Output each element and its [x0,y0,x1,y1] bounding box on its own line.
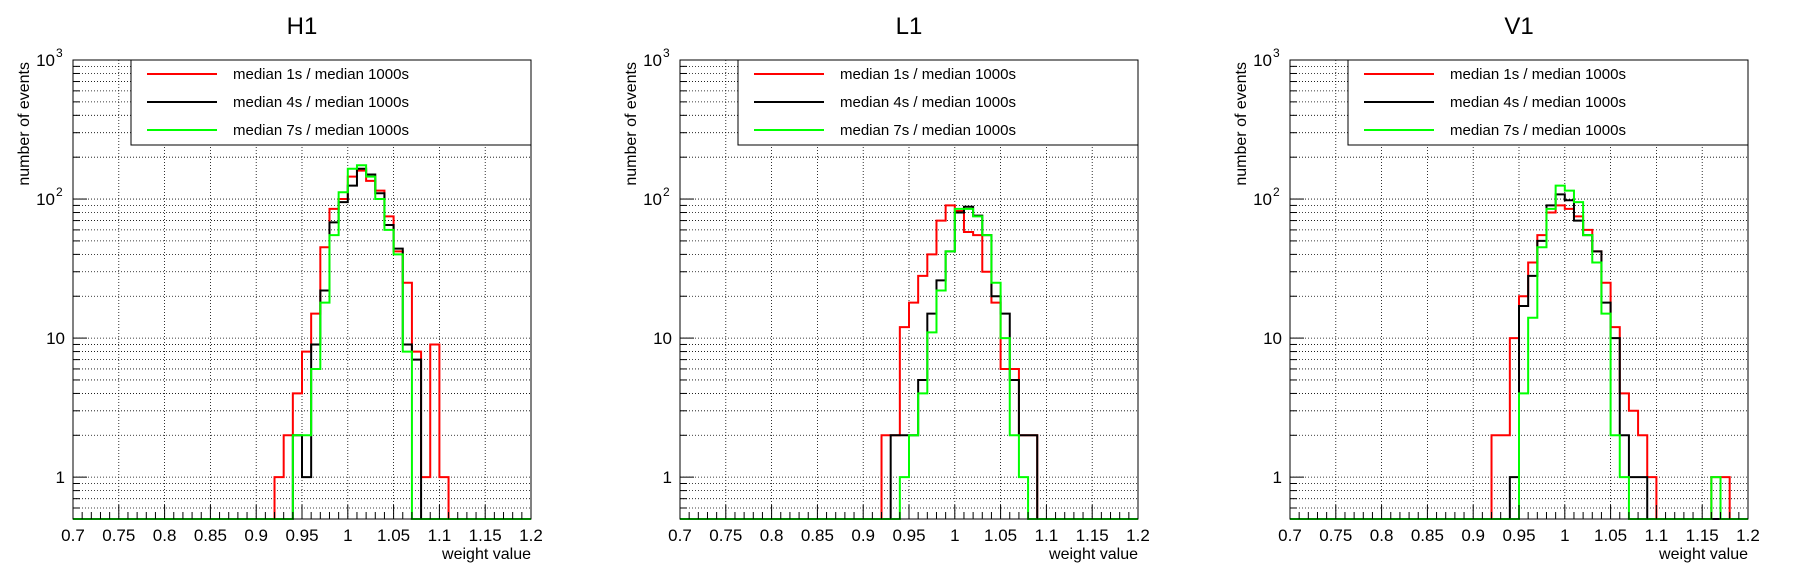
y-tick-label: 10 [1263,329,1282,348]
x-tick-label: 0.8 [153,526,177,545]
y-tick-label: 10 [36,190,55,209]
y-tick-label-exponent: 2 [1273,185,1280,199]
x-axis-label: weight value [1658,546,1748,563]
y-axis-label: number of events [16,62,33,186]
x-tick-label: 1.2 [519,526,543,545]
panel-l1: L1 0.7 0.75 0.8 0.85 0.9 0.95 1 1.05 1.1 1.15 1.2 1 1… [623,13,1150,563]
x-tick-label: 1.15 [1686,526,1719,545]
x-tick-label: 0.85 [1411,526,1444,545]
legend-label: median 4s / median 1000s [840,94,1016,111]
legend-label: median 1s / median 1000s [1450,66,1626,83]
x-tick-label: 1.2 [1736,526,1760,545]
y-tick-label: 10 [653,329,672,348]
chart-title: H1 [287,13,318,40]
x-tick-label: 1.15 [1076,526,1109,545]
x-tick-label: 0.8 [1370,526,1394,545]
legend: median 1s / median 1000s median 4s / medi… [1348,60,1748,145]
x-tick-label: 1.05 [377,526,410,545]
x-tick-label: 0.85 [801,526,834,545]
legend-label: median 4s / median 1000s [1450,94,1626,111]
x-tick-label: 0.7 [668,526,692,545]
y-tick-label: 1 [56,468,65,487]
x-tick-label: 0.7 [1278,526,1302,545]
chart-title: V1 [1504,13,1533,40]
x-tick-label: 0.95 [1502,526,1535,545]
x-tick-label: 0.85 [194,526,227,545]
y-tick-label: 10 [643,190,662,209]
panel-v1: V1 0.7 0.75 0.8 0.85 0.9 0.95 1 1.05 1.1 1.15 1.2 1 1… [1233,13,1760,563]
y-tick-label-exponent: 3 [56,46,63,60]
x-tick-label: 0.95 [285,526,318,545]
legend-label: median 7s / median 1000s [1450,122,1626,139]
panel-h1: H1 0.7 0.75 0.8 0.85 0.9 0.95 1 1.05 1.1 1.15 1.2 1 1… [16,13,543,563]
legend-label: median 1s / median 1000s [840,66,1016,83]
y-tick-label-exponent: 2 [56,185,63,199]
y-tick-label: 10 [1253,51,1272,70]
legend-label: median 4s / median 1000s [233,94,409,111]
x-tick-label: 1 [343,526,352,545]
y-tick-label-exponent: 2 [663,185,670,199]
x-tick-label: 1 [1560,526,1569,545]
x-tick-label: 1.1 [1035,526,1059,545]
legend: median 1s / median 1000s median 4s / medi… [738,60,1138,145]
y-tick-label: 10 [1253,190,1272,209]
x-tick-label: 1 [950,526,959,545]
y-tick-label-exponent: 3 [663,46,670,60]
x-tick-label: 0.7 [61,526,85,545]
y-tick-label: 1 [663,468,672,487]
y-axis-label: number of events [623,62,640,186]
x-tick-label: 0.75 [1319,526,1352,545]
y-tick-label-exponent: 3 [1273,46,1280,60]
x-tick-label: 1.15 [469,526,502,545]
legend-label: median 7s / median 1000s [840,122,1016,139]
x-axis-label: weight value [441,546,531,563]
legend-label: median 7s / median 1000s [233,122,409,139]
x-tick-label: 1.1 [1645,526,1669,545]
y-tick-label: 10 [643,51,662,70]
x-tick-label: 0.95 [892,526,925,545]
x-tick-label: 0.9 [244,526,268,545]
x-tick-label: 1.1 [428,526,452,545]
legend: median 1s / median 1000s median 4s / medi… [131,60,531,145]
y-tick-label: 10 [46,329,65,348]
x-tick-label: 1.05 [1594,526,1627,545]
x-tick-label: 0.75 [709,526,742,545]
x-tick-label: 0.9 [1461,526,1485,545]
y-axis-label: number of events [1233,62,1250,186]
x-tick-label: 1.2 [1126,526,1150,545]
x-tick-label: 0.9 [851,526,875,545]
chart-title: L1 [896,13,923,40]
y-tick-label: 10 [36,51,55,70]
legend-label: median 1s / median 1000s [233,66,409,83]
x-axis-label: weight value [1048,546,1138,563]
x-tick-label: 1.05 [984,526,1017,545]
y-tick-label: 1 [1273,468,1282,487]
x-tick-label: 0.75 [102,526,135,545]
x-tick-label: 0.8 [760,526,784,545]
